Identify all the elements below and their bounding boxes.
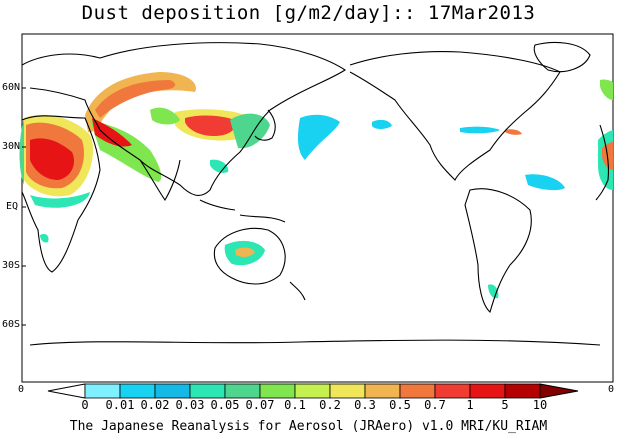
lat-label-eq: EQ [6, 201, 19, 212]
lat-label-30s: 30S [2, 260, 21, 271]
lat-label-30n: 30N [2, 141, 21, 152]
color-bar-box [329, 383, 366, 399]
map-title: Dust deposition [g/m2/day]:: 17Mar2013 [81, 2, 536, 24]
coastlines [21, 41, 609, 346]
lat-label-60n: 60N [2, 82, 21, 93]
color-bar-box [119, 383, 156, 399]
color-bar-tick-label: 0.1 [284, 398, 306, 412]
color-bar-tick-label: 0.02 [140, 398, 170, 412]
color-bar-tick-label: 0.5 [389, 398, 411, 412]
color-bar-box [399, 383, 436, 399]
color-bar-box [469, 383, 506, 399]
color-bar-tick-label: 5 [501, 398, 509, 412]
color-bar-box [364, 383, 401, 399]
color-bar-tick-label: 0.05 [210, 398, 240, 412]
lon-label-right: 0 [608, 384, 615, 395]
color-bar-box [84, 383, 121, 399]
color-bar-tick-label: 0.3 [354, 398, 376, 412]
footer-credit: The Japanese Reanalysis for Aerosol (JRA… [69, 419, 548, 434]
color-bar-tick-label: 1 [466, 398, 474, 412]
color-bar-box [504, 383, 541, 399]
color-bar-tick-label: 10 [532, 398, 548, 412]
color-bar-box [224, 383, 261, 399]
color-bar-tick-label: 0.01 [105, 398, 135, 412]
dust-field [19, 72, 613, 299]
color-bar-box [259, 383, 296, 399]
color-bar-max-arrow [539, 383, 579, 399]
color-bar-tick-label: 0.2 [319, 398, 341, 412]
color-bar-tick-label: 0.7 [424, 398, 446, 412]
color-bar-box [434, 383, 471, 399]
color-bar-box [154, 383, 191, 399]
color-bar-tick-label: 0 [81, 398, 89, 412]
color-bar-tick-label: 0.03 [175, 398, 205, 412]
latitude-ticks [22, 87, 26, 326]
color-bar-box [189, 383, 226, 399]
color-bar-tick-label: 0.07 [245, 398, 275, 412]
lat-label-60s: 60S [2, 319, 21, 330]
lon-label-left: 0 [18, 384, 25, 395]
color-bar-min-arrow [47, 383, 86, 399]
color-bar-box [294, 383, 331, 399]
